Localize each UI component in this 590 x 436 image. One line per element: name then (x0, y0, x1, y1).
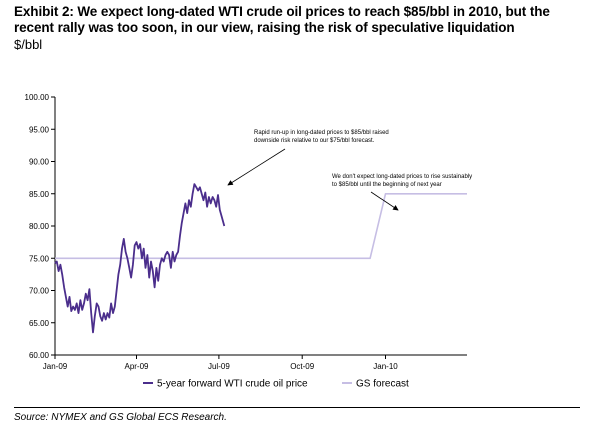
x-tick-label: Jan-09 (43, 362, 68, 371)
y-tick-label: 70.00 (29, 287, 50, 296)
y-tick-label: 90.00 (29, 158, 50, 167)
source-note: Source: NYMEX and GS Global ECS Research… (14, 412, 227, 423)
legend-item-gs-forecast-label: GS forecast (356, 379, 409, 390)
y-tick-label: 95.00 (29, 125, 50, 134)
annotation-forecast-note-line-2: to $85/bbl until the beginning of next y… (332, 182, 442, 188)
x-tick-label: Apr-09 (124, 362, 149, 371)
chart-title-line-1: Exhibit 2: We expect long-dated WTI crud… (14, 4, 550, 19)
y-tick-label: 85.00 (29, 190, 50, 199)
series-line-gs-forecast (55, 193, 467, 260)
x-tick-label: Jul-09 (208, 362, 230, 371)
footer-divider (14, 407, 580, 408)
y-tick-label: 60.00 (29, 351, 50, 360)
y-tick-label: 75.00 (29, 254, 50, 263)
x-tick-label: Jan-10 (373, 362, 398, 371)
annotation-forecast-note-line-1: We don't expect long-dated prices to ris… (332, 174, 472, 180)
chart-title-line-2: recent rally was too soon, in our view, … (14, 20, 515, 35)
annotation-rapid-run-up-line-1: Rapid run-up in long-dated prices to $85… (254, 130, 389, 136)
legend-item-wti-forward-label: 5-year forward WTI crude oil price (157, 379, 308, 390)
series-line-wti-forward (54, 183, 226, 334)
chart-unit-label: $/bbl (14, 37, 43, 52)
x-tick-label: Oct-09 (290, 362, 315, 371)
y-tick-label: 100.00 (25, 93, 50, 102)
line-chart: 60.00 65.00 70.00 75.00 80.00 85.00 90.00 95.00… (25, 93, 473, 390)
annotation-rapid-run-up-arrow (227, 148, 286, 186)
annotation-forecast-note-arrow (370, 191, 399, 211)
annotation-rapid-run-up-line-2: downside risk relative to our $75/bbl fo… (254, 138, 375, 144)
y-tick-label: 80.00 (29, 222, 50, 231)
chart-title: Exhibit 2: We expect long-dated WTI crud… (14, 4, 580, 36)
y-tick-label: 65.00 (29, 319, 50, 328)
